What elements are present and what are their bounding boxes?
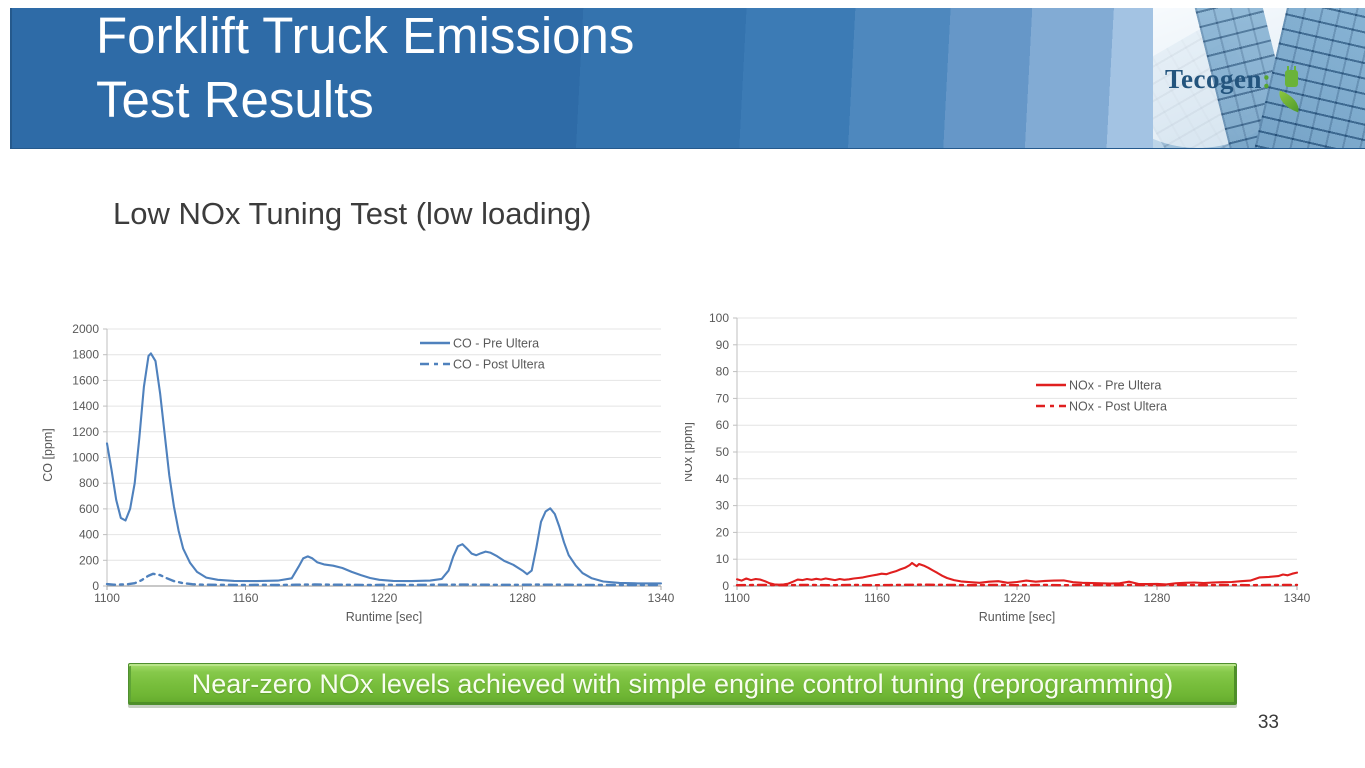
axis-label: 10 (716, 552, 730, 566)
axis-label: 0 (92, 579, 99, 593)
axis-label: 1800 (72, 348, 99, 362)
header-band (10, 8, 1365, 149)
legend-item: NOx - Post Ultera (1069, 400, 1167, 414)
axis-label: Runtime [sec] (346, 610, 422, 624)
series-line (735, 561, 1299, 586)
axis-label: 30 (716, 499, 730, 513)
co-chart: 0 200 400 600 800 1000 1200 1400 1600 1800 2000 110… (40, 315, 685, 640)
axis-label: 1340 (1284, 591, 1311, 605)
axis-label: 1340 (648, 591, 675, 605)
axis-label: 1400 (72, 399, 99, 413)
axis-label: 60 (716, 418, 730, 432)
axis-label: 400 (79, 528, 99, 542)
wordmark-text: Tecogen (1165, 64, 1262, 94)
axis-label: 600 (79, 502, 99, 516)
slide-title: Forklift Truck Emissions Test Results (96, 7, 635, 129)
slide-subtitle: Low NOx Tuning Test (low loading) (113, 196, 592, 231)
series-line (105, 572, 663, 587)
axis-label: 1220 (1004, 591, 1031, 605)
axis-label: 90 (716, 338, 730, 352)
co-chart-svg: 0 200 400 600 800 1000 1200 1400 1600 1800 2000 110… (41, 322, 675, 624)
plug-icon (1285, 66, 1298, 87)
axis-label: 0 (722, 579, 729, 593)
axis-label: 1280 (509, 591, 536, 605)
y-axis-title: CO [ppm] (41, 428, 55, 482)
axis-label: 100 (709, 311, 729, 325)
y-axis-title: NOx [ppm] (685, 422, 695, 482)
page-number: 33 (1257, 712, 1279, 733)
axis-label: 1160 (864, 591, 890, 605)
legend-item: NOx - Pre Ultera (1069, 379, 1161, 393)
series-line (105, 352, 663, 585)
axis-label: 200 (79, 553, 99, 567)
axis-label: 1100 (94, 591, 120, 605)
axis-label: 800 (79, 476, 99, 490)
tecogen-logo: Tecogen: (1153, 8, 1365, 148)
axis-label: 50 (716, 445, 730, 459)
legend-item: CO - Pre Ultera (453, 337, 539, 351)
axis-label: 70 (716, 391, 730, 405)
axis-label: 80 (716, 365, 730, 379)
axis-label: 1280 (1144, 591, 1171, 605)
axis-label: 1160 (233, 591, 259, 605)
axis-label: 1600 (72, 373, 99, 387)
axis-label: 1100 (724, 591, 750, 605)
nox-chart-svg: 0 10 20 30 40 50 60 70 80 90 100 1100 1160 1220 1280 13… (685, 311, 1311, 624)
axis-label: 2000 (72, 322, 99, 336)
tecogen-wordmark: Tecogen: (1165, 64, 1272, 95)
axis-label: 1000 (72, 451, 99, 465)
axis-label: 20 (716, 525, 730, 539)
axis-label: 1220 (371, 591, 398, 605)
axis-label: 40 (716, 472, 730, 486)
axis-label: Runtime [sec] (979, 610, 1055, 624)
legend-item: CO - Post Ultera (453, 358, 545, 372)
banner-text: Near-zero NOx levels achieved with simpl… (191, 668, 1174, 699)
wordmark-colon: : (1262, 64, 1272, 94)
nox-chart: 0 10 20 30 40 50 60 70 80 90 100 1100 1160 1220 1280 13… (685, 305, 1360, 640)
conclusion-banner: Near-zero NOx levels achieved with simpl… (128, 663, 1237, 705)
series-line (735, 583, 1299, 587)
axis-label: 1200 (72, 425, 99, 439)
